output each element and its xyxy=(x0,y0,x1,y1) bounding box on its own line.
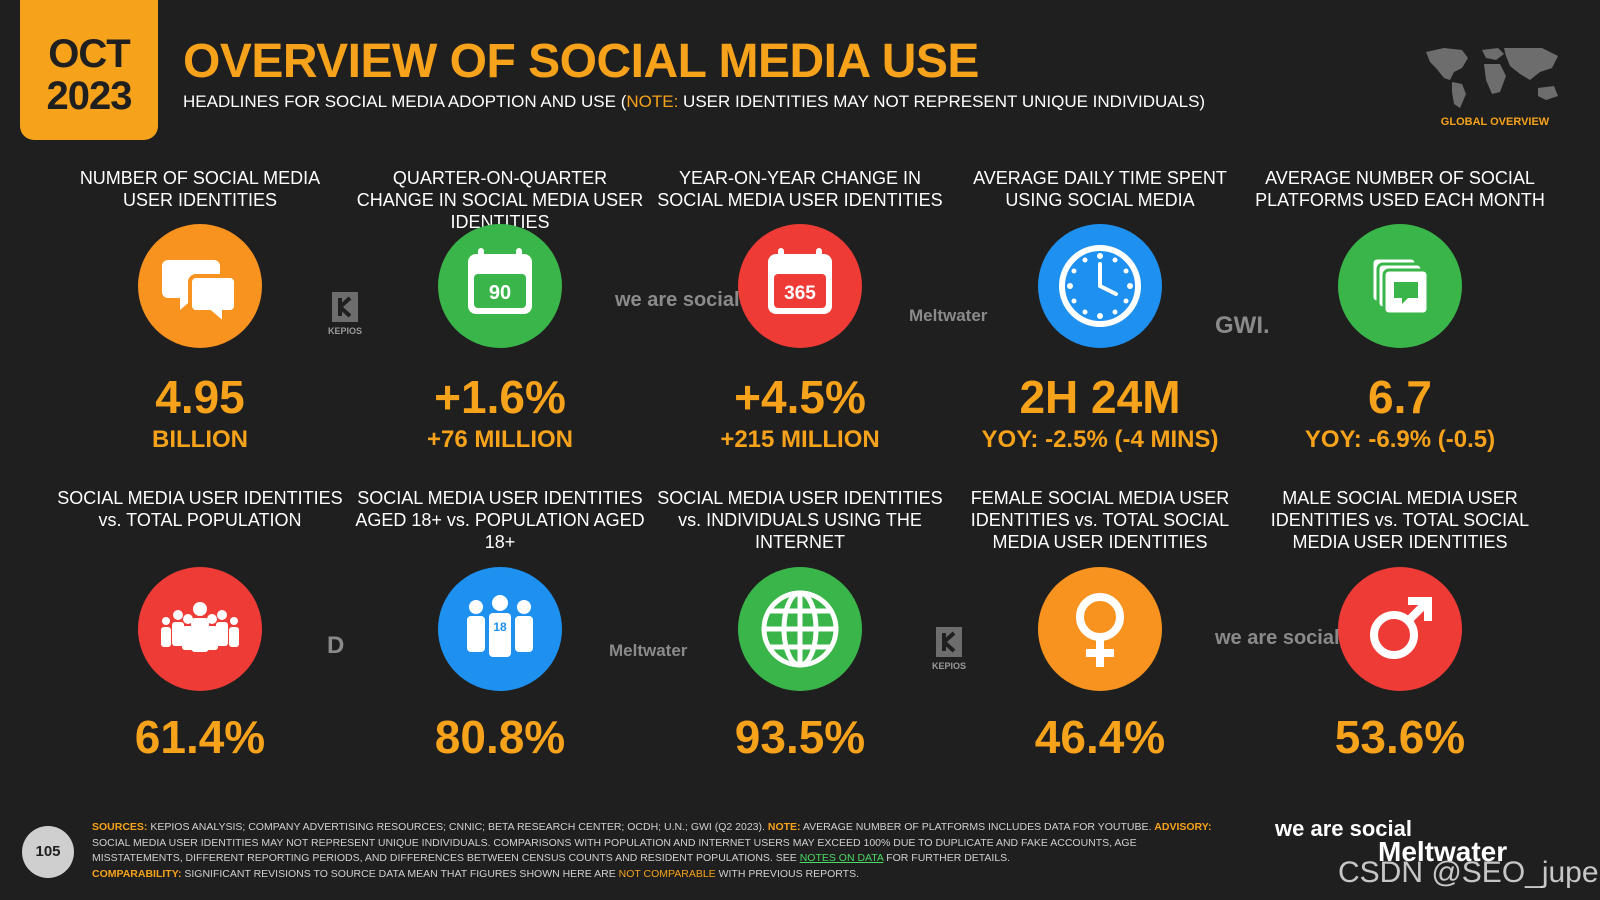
stat-label: AVERAGE NUMBER OF SOCIAL PLATFORMS USED … xyxy=(1255,168,1545,210)
stat-subvalue: YOY: -6.9% (-0.5) xyxy=(1304,426,1496,453)
subtitle-note: NOTE: xyxy=(626,92,679,111)
stat-label: SOCIAL MEDIA USER IDENTITIES AGED 18+ vs… xyxy=(355,488,645,552)
stat-value: 46.4% xyxy=(1034,711,1166,763)
we-are-social-logo: we are social xyxy=(1215,627,1340,649)
stat-label: YEAR-ON-YEAR CHANGE IN SOCIAL MEDIA USER… xyxy=(657,168,943,210)
stat-subvalue: +215 MILLION xyxy=(720,426,880,453)
meltwater-brand: Meltwater xyxy=(1378,836,1508,867)
date-month: OCT xyxy=(48,32,130,76)
sources-text: KEPIOS ANALYSIS; COMPANY ADVERTISING RES… xyxy=(147,821,768,833)
advisory-text: SOCIAL MEDIA USER IDENTITIES MAY NOT REP… xyxy=(92,836,1137,865)
world-map-icon xyxy=(1422,42,1568,112)
stat-label: NUMBER OF SOCIAL MEDIA USER IDENTITIES xyxy=(79,168,321,210)
stat-label: FEMALE SOCIAL MEDIA USER IDENTITIES vs. … xyxy=(970,488,1230,552)
stat-value: +1.6% xyxy=(434,371,566,423)
stat-label: QUARTER-ON-QUARTER CHANGE IN SOCIAL MEDI… xyxy=(356,168,644,232)
stat-value: 4.95 xyxy=(155,371,245,423)
stat-value: 6.7 xyxy=(1368,371,1432,423)
date-year: 2023 xyxy=(46,74,133,118)
stacked-windows-icon xyxy=(1338,224,1462,348)
note-key: NOTE: xyxy=(767,821,801,833)
meltwater-logo: Meltwater xyxy=(609,641,688,660)
chat-bubbles-icon xyxy=(138,224,262,348)
notes-on-data-link[interactable]: NOTES ON DATA xyxy=(799,852,884,864)
comparability-tail: WITH PREVIOUS REPORTS. xyxy=(715,867,860,880)
male-symbol-icon xyxy=(1338,567,1462,691)
comparability-key: COMPARABILITY: xyxy=(92,867,182,880)
kepios-label: KEPIOS xyxy=(932,661,967,671)
we-are-social-brand: we are social xyxy=(1275,816,1412,841)
adults-18-icon: 18 xyxy=(438,567,562,691)
page-subtitle: HEADLINES FOR SOCIAL MEDIA ADOPTION AND … xyxy=(183,92,1205,112)
calendar-90-icon: 90 xyxy=(438,224,562,348)
stat-label: AVERAGE DAILY TIME SPENT USING SOCIAL ME… xyxy=(973,168,1227,210)
kepios-label: KEPIOS xyxy=(328,326,363,336)
female-symbol-icon xyxy=(1038,567,1162,691)
datareportal-logo: D xyxy=(327,632,345,659)
subtitle-pre: HEADLINES FOR SOCIAL MEDIA ADOPTION AND … xyxy=(183,92,627,111)
region-label: GLOBAL OVERVIEW xyxy=(1440,116,1550,128)
globe-icon xyxy=(738,567,862,691)
clock-icon xyxy=(1038,224,1162,348)
crowd-icon xyxy=(138,567,262,691)
stat-subvalue: YOY: -2.5% (-4 MINS) xyxy=(981,426,1219,453)
sources-key: SOURCES: xyxy=(92,821,148,833)
gwi-logo: GWI. xyxy=(1215,312,1270,339)
adults-18-text: 18 xyxy=(493,620,507,634)
watermark: CSDN @SEO_juper xyxy=(1338,856,1600,889)
calendar-90-text: 90 xyxy=(489,282,511,304)
footer-notes: SOURCES: KEPIOS ANALYSIS; COMPANY ADVERT… xyxy=(92,820,1217,882)
kepios-logo: KEPIOS xyxy=(932,625,966,671)
page-title: OVERVIEW OF SOCIAL MEDIA USE xyxy=(183,35,979,88)
stat-label: SOCIAL MEDIA USER IDENTITIES vs. INDIVID… xyxy=(657,488,943,552)
stat-label: SOCIAL MEDIA USER IDENTITIES vs. TOTAL P… xyxy=(57,488,343,530)
calendar-365-icon: 365 xyxy=(738,224,862,348)
stat-value: 53.6% xyxy=(1334,711,1466,763)
advisory-tail: FOR FURTHER DETAILS. xyxy=(883,852,1011,864)
advisory-key: ADVISORY: xyxy=(1154,821,1212,833)
stat-value: 61.4% xyxy=(134,711,266,763)
stat-subvalue: +76 MILLION xyxy=(426,426,574,453)
stat-subvalue: BILLION xyxy=(152,426,248,453)
subtitle-post: USER IDENTITIES MAY NOT REPRESENT UNIQUE… xyxy=(678,92,1206,111)
date-badge: OCT 2023 xyxy=(20,0,158,140)
stat-value: 93.5% xyxy=(734,711,866,763)
comparability-text: SIGNIFICANT REVISIONS TO SOURCE DATA MEA… xyxy=(181,867,619,880)
we-are-social-logo: we are social xyxy=(615,289,740,311)
stat-value: 80.8% xyxy=(434,711,566,763)
not-comparable-text: NOT COMPARABLE xyxy=(618,867,716,880)
meltwater-logo: Meltwater xyxy=(909,306,988,325)
page-number: 105 xyxy=(22,826,74,878)
calendar-365-text: 365 xyxy=(784,283,816,304)
kepios-logo: KEPIOS xyxy=(328,290,362,336)
stat-value: +4.5% xyxy=(734,371,866,423)
stat-label: MALE SOCIAL MEDIA USER IDENTITIES vs. TO… xyxy=(1270,488,1530,552)
note-text: AVERAGE NUMBER OF PLATFORMS INCLUDES DAT… xyxy=(800,821,1155,833)
stat-value: 2H 24M xyxy=(1019,371,1181,423)
